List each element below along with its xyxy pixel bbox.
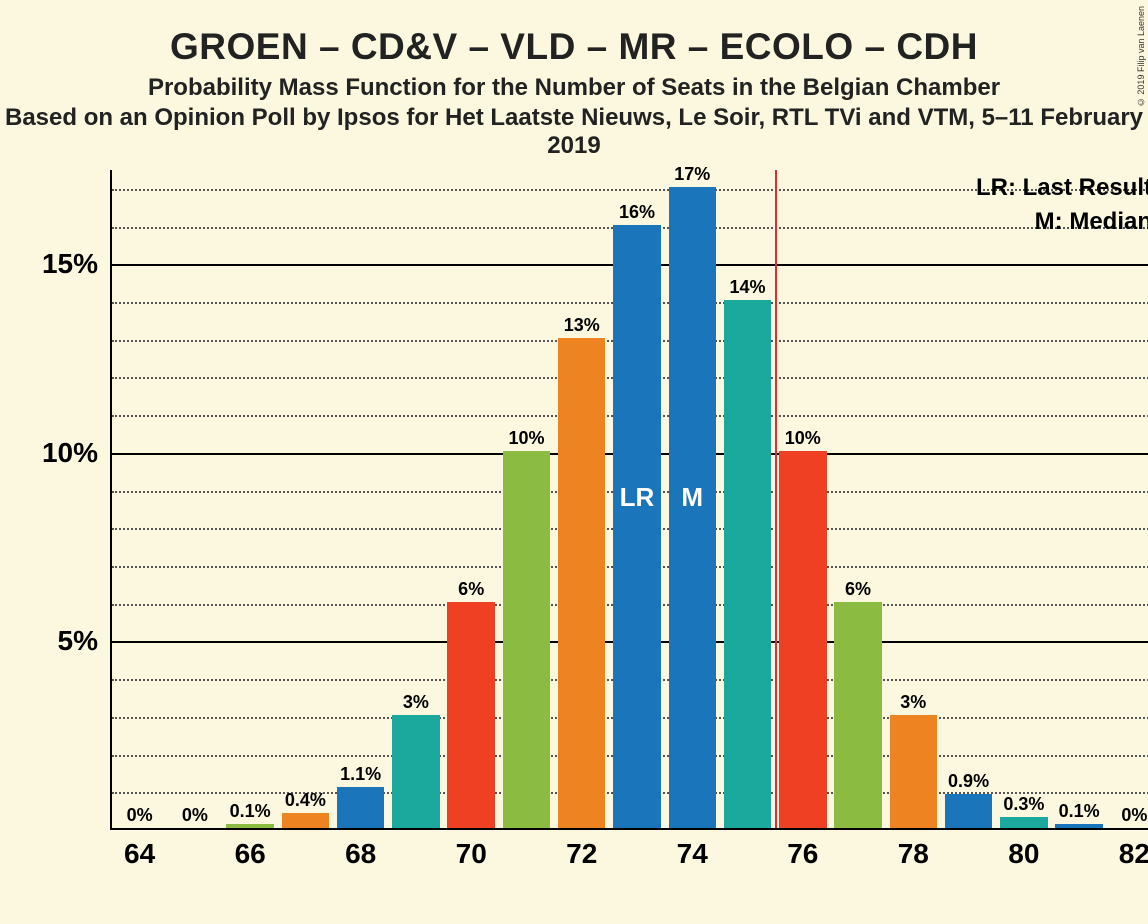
bar: 3% — [890, 715, 938, 828]
legend-lr: LR: Last Result — [976, 174, 1148, 202]
copyright-text: © 2019 Filip van Laenen — [1136, 6, 1146, 107]
bar: 0.9% — [945, 794, 993, 828]
y-axis-label: 10% — [42, 437, 112, 469]
bar: 10% — [503, 451, 551, 828]
chart-subtitle: Probability Mass Function for the Number… — [0, 74, 1148, 102]
bar: 0.1% — [1055, 824, 1103, 828]
x-axis-label: 80 — [1008, 828, 1039, 870]
legend-m: M: Median — [976, 208, 1148, 236]
bar: 3% — [392, 715, 440, 828]
x-axis-label: 68 — [345, 828, 376, 870]
bar: 14% — [724, 300, 772, 828]
plot-frame: 5%10%15%646668707274767880820%0%0.1%0.4%… — [110, 170, 1148, 830]
chart-title: GROEN – CD&V – VLD – MR – ECOLO – CDH — [0, 0, 1148, 68]
bar: 16%LR — [613, 225, 661, 828]
bar: 10% — [779, 451, 827, 828]
bar-value-label: 0.3% — [1003, 794, 1044, 817]
bar-value-label: 1.1% — [340, 764, 381, 787]
bar: 0.1% — [226, 824, 274, 828]
legend: LR: Last Result M: Median — [976, 174, 1148, 242]
bar-value-label: 0.4% — [285, 790, 326, 813]
bar: 0.3% — [1000, 817, 1048, 828]
bar-value-label: 0% — [1121, 805, 1147, 828]
bar-value-label: 3% — [900, 692, 926, 715]
bar-marker-median: M — [681, 482, 703, 513]
bar-value-label: 6% — [458, 579, 484, 602]
bar-value-label: 10% — [508, 428, 544, 451]
x-axis-label: 78 — [898, 828, 929, 870]
bar-value-label: 14% — [729, 277, 765, 300]
bar: 17%M — [669, 187, 717, 828]
x-axis-label: 74 — [677, 828, 708, 870]
x-axis-label: 70 — [456, 828, 487, 870]
bar-value-label: 6% — [845, 579, 871, 602]
bar-value-label: 10% — [785, 428, 821, 451]
bar-value-label: 0.9% — [948, 771, 989, 794]
bar-value-label: 0.1% — [1059, 801, 1100, 824]
bar-value-label: 16% — [619, 202, 655, 225]
bar: 1.1% — [337, 787, 385, 828]
x-axis-label: 82 — [1119, 828, 1148, 870]
x-axis-label: 72 — [566, 828, 597, 870]
bar-value-label: 13% — [564, 315, 600, 338]
bar-value-label: 0% — [127, 805, 153, 828]
x-axis-label: 66 — [235, 828, 266, 870]
chart-subtitle2: Based on an Opinion Poll by Ipsos for He… — [0, 104, 1148, 160]
bar: 13% — [558, 338, 606, 828]
x-axis-label: 64 — [124, 828, 155, 870]
bar-value-label: 0.1% — [230, 801, 271, 824]
bar: 6% — [447, 602, 495, 828]
y-axis-label: 15% — [42, 248, 112, 280]
bar-value-label: 0% — [182, 805, 208, 828]
x-axis-label: 76 — [787, 828, 818, 870]
bar: 0.4% — [282, 813, 330, 828]
majority-threshold-line — [775, 170, 777, 828]
bar-value-label: 3% — [403, 692, 429, 715]
y-axis-label: 5% — [58, 625, 112, 657]
chart-plot-area: 5%10%15%646668707274767880820%0%0.1%0.4%… — [110, 170, 1148, 830]
bar-value-label: 17% — [674, 164, 710, 187]
bar: 6% — [834, 602, 882, 828]
bar-marker-lr: LR — [620, 482, 655, 513]
